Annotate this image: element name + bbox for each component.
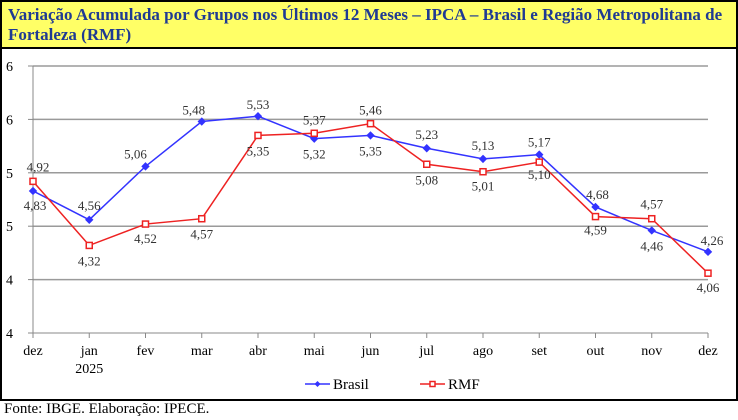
- data-label-rmf: 5,10: [528, 167, 551, 182]
- x-tick-label: mai: [304, 344, 325, 359]
- x-tick-label: dez: [698, 344, 717, 359]
- x-tick-label: out: [587, 344, 605, 359]
- legend-marker-brasil: [314, 381, 321, 387]
- x-tick-label: dez: [23, 344, 42, 359]
- x-tick-label: mar: [191, 344, 213, 359]
- legend-marker-rmf: [429, 380, 436, 388]
- data-label-rmf: 5,46: [359, 103, 382, 118]
- data-label-brasil: 4,83: [24, 198, 47, 213]
- x-tick-label: abr: [249, 344, 267, 359]
- marker-rmf: [423, 160, 431, 169]
- x-tick-label: jan: [80, 344, 98, 359]
- marker-brasil: [591, 202, 600, 212]
- y-tick-label: 5: [6, 167, 13, 182]
- legend-label-rmf: RMF: [448, 377, 480, 393]
- marker-rmf: [198, 214, 206, 223]
- axes: 6 6 5 5 4 4 dez jan 2025 fev mar abr mai jun jul ago set…: [6, 60, 718, 377]
- data-label-brasil: 5,32: [303, 147, 326, 162]
- data-label-rmf: 5,37: [303, 112, 326, 127]
- chart-frame: Variação Acumulada por Grupos nos Último…: [0, 0, 738, 401]
- marker-rmf: [85, 241, 93, 250]
- data-label-brasil: 5,48: [182, 103, 205, 118]
- data-label-rmf: 4,59: [584, 223, 607, 238]
- marker-rmf: [591, 212, 600, 221]
- marker-rmf: [141, 220, 150, 228]
- marker-rmf: [366, 119, 375, 128]
- data-label-brasil: 5,53: [247, 97, 270, 112]
- data-label-brasil: 4,68: [586, 187, 609, 202]
- marker-brasil: [703, 247, 713, 257]
- grid-lines: [33, 65, 708, 281]
- y-tick-label: 4: [6, 274, 13, 289]
- marker-rmf: [479, 167, 487, 176]
- x-tick-label: jul: [418, 344, 434, 359]
- data-labels: 4,83 4,56 5,06 5,48 5,53 5,32 5,35 5,23 5,13 5,17…: [24, 97, 724, 295]
- chart-title: Variação Acumulada por Grupos nos Último…: [8, 5, 723, 44]
- data-label-brasil: 5,13: [472, 138, 495, 153]
- data-label-brasil: 5,23: [415, 127, 438, 142]
- marker-rmf: [535, 158, 543, 166]
- data-label-brasil: 4,56: [78, 198, 101, 213]
- x-tick-label: ago: [473, 344, 493, 359]
- data-label-rmf: 4,52: [134, 231, 157, 246]
- data-label-brasil: 5,35: [359, 143, 382, 158]
- marker-brasil: [141, 162, 150, 171]
- x-tick-sublabel: 2025: [75, 362, 103, 377]
- data-label-rmf: 4,92: [27, 159, 50, 174]
- marker-brasil: [647, 226, 656, 235]
- marker-rmf: [29, 177, 37, 186]
- x-tick-label: set: [531, 344, 547, 359]
- data-label-rmf: 4,06: [697, 280, 720, 295]
- y-tick-label: 6: [6, 60, 13, 75]
- source-note: Fonte: IBGE. Elaboração: IPECE.: [4, 401, 210, 417]
- y-tick-label: 6: [6, 113, 13, 128]
- marker-brasil: [85, 215, 94, 224]
- title-banner: Variação Acumulada por Grupos nos Último…: [2, 2, 736, 49]
- marker-rmf: [648, 214, 656, 223]
- x-tick-label: fev: [137, 344, 155, 359]
- data-label-rmf: 4,32: [78, 253, 101, 268]
- marker-brasil: [197, 117, 206, 126]
- x-tick-label: jun: [361, 344, 380, 359]
- marker-brasil: [422, 144, 431, 153]
- series-layer: [28, 111, 713, 277]
- marker-brasil: [535, 150, 544, 159]
- marker-brasil: [478, 154, 488, 164]
- x-tick-label: nov: [641, 344, 662, 359]
- data-label-rmf: 5,08: [415, 172, 438, 187]
- line-chart: 6 6 5 5 4 4 dez jan 2025 fev mar abr mai jun jul ago set…: [6, 60, 724, 393]
- legend-label-brasil: Brasil: [333, 377, 369, 393]
- marker-brasil: [253, 111, 263, 121]
- legend: Brasil RMF: [305, 377, 480, 393]
- y-tick-label: 5: [6, 220, 13, 235]
- data-label-rmf: 4,57: [190, 227, 213, 242]
- data-label-rmf: 4,57: [640, 197, 663, 212]
- data-label-rmf: 5,01: [472, 179, 495, 194]
- data-label-brasil: 4,26: [701, 233, 724, 248]
- data-label-rmf: 5,35: [247, 143, 270, 158]
- marker-rmf: [310, 129, 318, 138]
- y-tick-label: 4: [6, 327, 13, 342]
- marker-rmf: [704, 269, 712, 277]
- data-label-brasil: 5,17: [528, 135, 551, 150]
- data-label-brasil: 5,06: [124, 146, 147, 161]
- marker-brasil: [366, 131, 375, 140]
- data-label-brasil: 4,46: [640, 238, 663, 253]
- marker-rmf: [254, 131, 262, 140]
- marker-brasil: [28, 186, 38, 196]
